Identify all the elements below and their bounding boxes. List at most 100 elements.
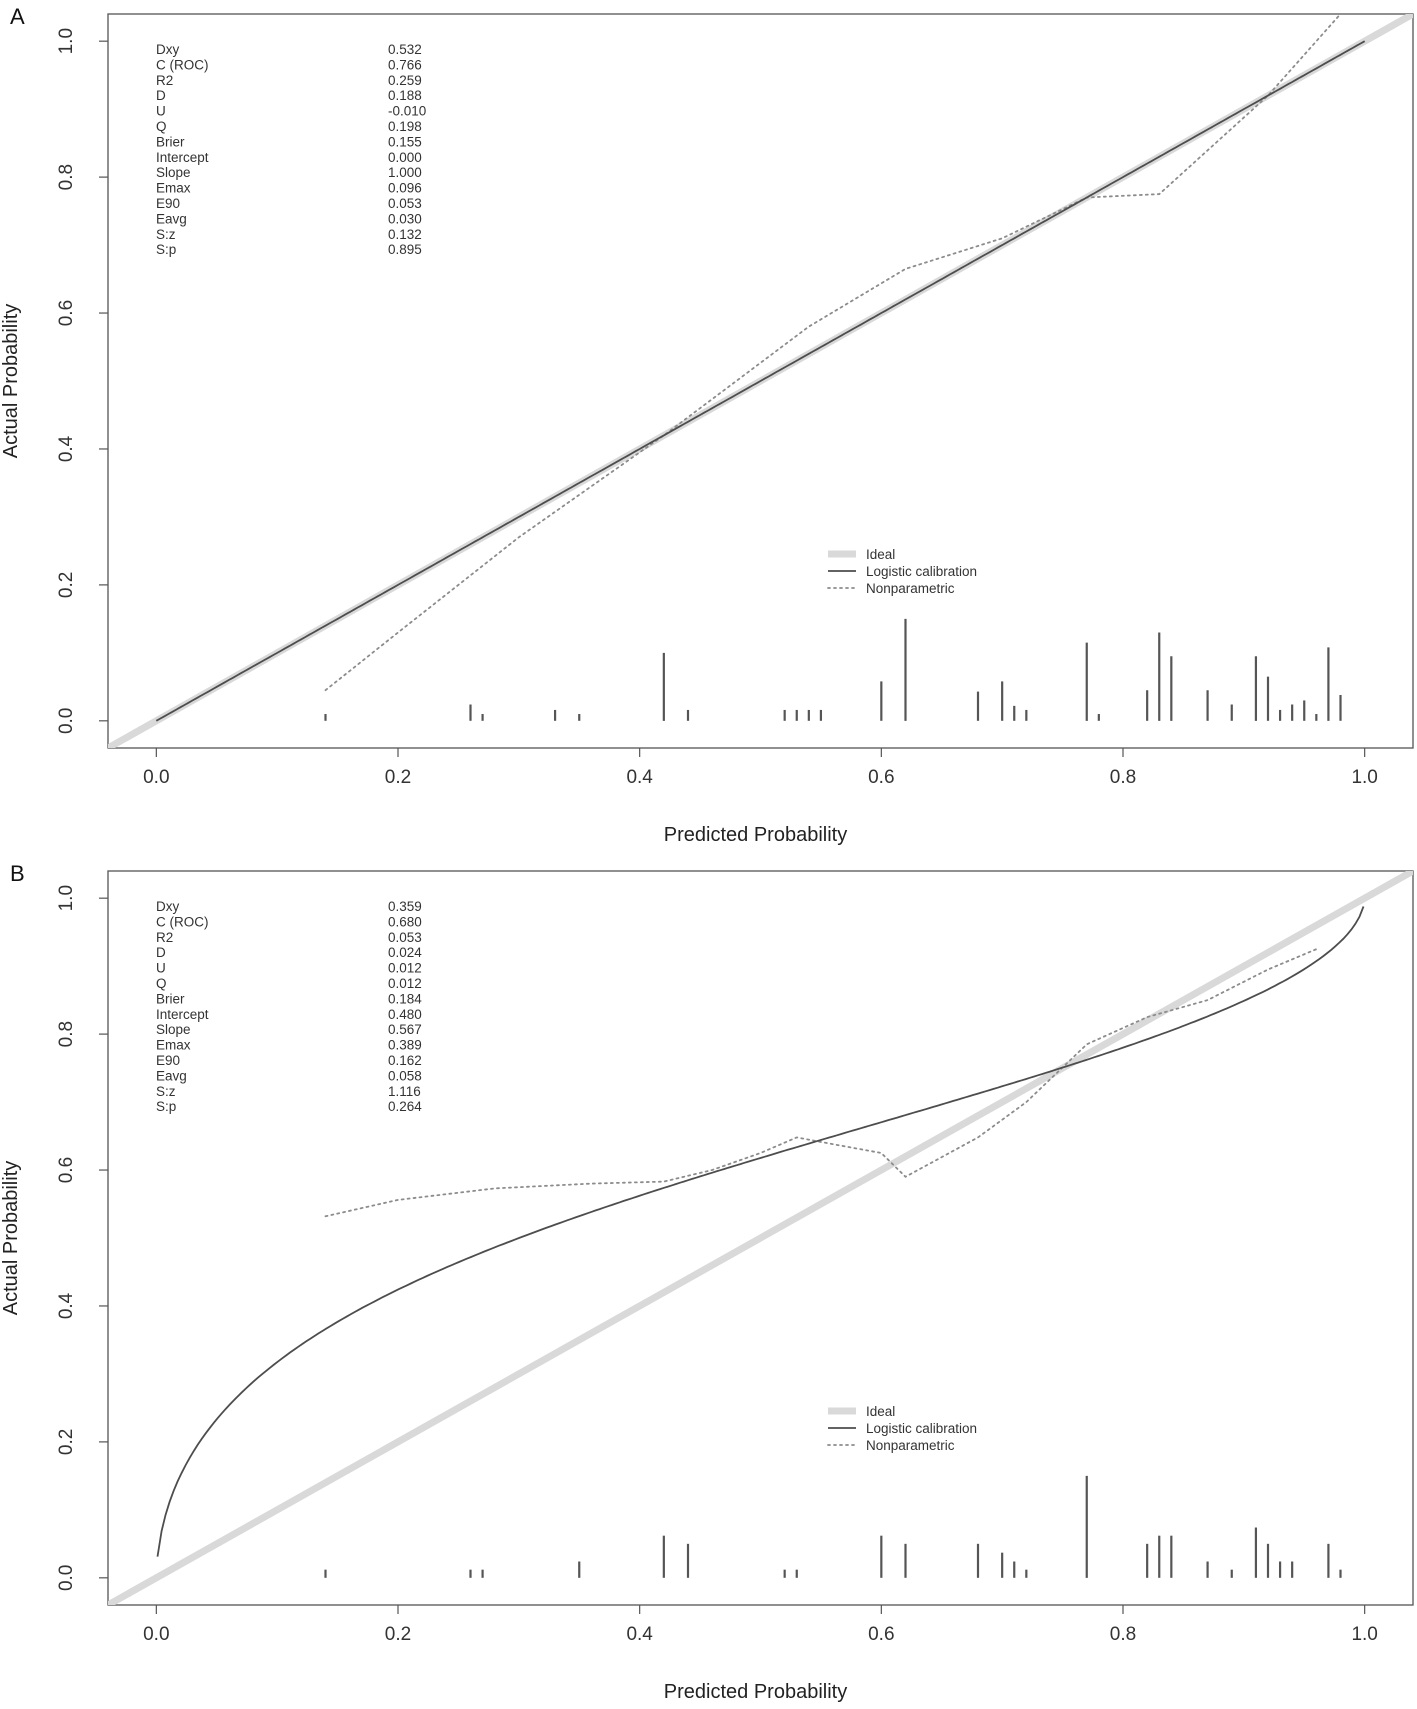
plot-frame-b (107, 870, 1414, 1606)
calibration-chart-b: B 0.0 0.2 0.4 0.6 0.8 1.0 0.0 0.2 0.4 0.6 0.8 1.0 Pr… (0, 861, 1414, 1703)
y-tick-label-b-5: 1.0 (56, 885, 77, 911)
stat-name-a-12: S:z (156, 227, 176, 242)
legend-label-b-2: Nonparametric (866, 1438, 955, 1453)
stat-value-b-13: 0.264 (388, 1099, 422, 1114)
x-tick-label-b-5: 1.0 (1351, 1624, 1377, 1645)
stat-name-a-5: Q (156, 119, 167, 134)
stat-name-b-13: S:p (156, 1099, 176, 1114)
stat-value-b-11: 0.058 (388, 1068, 422, 1083)
x-tick-label-a-1: 0.2 (385, 767, 411, 788)
stat-value-a-1: 0.766 (388, 57, 422, 72)
x-tick-label-b-0: 0.0 (143, 1624, 169, 1645)
stat-name-b-12: S:z (156, 1084, 176, 1099)
stat-name-a-9: Emax (156, 181, 191, 196)
stat-value-a-10: 0.053 (388, 196, 422, 211)
x-axis-title-a: Predicted Probability (664, 824, 847, 846)
stat-value-b-12: 1.116 (388, 1084, 421, 1099)
stat-name-b-11: Eavg (156, 1068, 187, 1083)
stat-value-a-12: 0.132 (388, 227, 422, 242)
stat-name-b-1: C (ROC) (156, 914, 209, 929)
plot-area-a: 0.0 0.2 0.4 0.6 0.8 1.0 0.0 0.2 0.4 0.6 0.8 1.0 Pred… (0, 13, 1414, 846)
stat-name-a-8: Slope (156, 165, 191, 180)
stat-name-b-0: Dxy (156, 899, 179, 914)
stat-name-a-3: D (156, 88, 166, 103)
stat-value-a-2: 0.259 (388, 73, 422, 88)
nonparametric-line-a (324, 14, 1342, 692)
x-tick-label-a-5: 1.0 (1351, 767, 1377, 788)
stat-name-b-10: E90 (156, 1053, 180, 1068)
x-tick-label-a-3: 0.6 (868, 767, 894, 788)
panel-letter-b: B (10, 861, 25, 886)
stat-value-a-4: -0.010 (388, 104, 426, 119)
calibration-panel-b: B 0.0 0.2 0.4 0.6 0.8 1.0 0.0 0.2 0.4 0.6 0.8 1.0 Pr… (0, 857, 1417, 1709)
logistic-calibration-line-a (155, 40, 1366, 722)
x-tick-label-a-4: 0.8 (1110, 767, 1136, 788)
legend-label-a-0: Ideal (866, 547, 895, 562)
x-tick-label-b-1: 0.2 (385, 1624, 411, 1645)
stat-name-a-13: S:p (156, 242, 176, 257)
y-tick-label-a-2: 0.4 (56, 435, 77, 462)
stat-name-b-3: D (156, 945, 166, 960)
stat-value-b-5: 0.012 (388, 976, 422, 991)
legend-label-a-1: Logistic calibration (866, 564, 977, 579)
y-tick-label-a-4: 0.8 (56, 164, 77, 190)
stat-name-b-6: Brier (156, 991, 185, 1006)
x-tick-label-b-3: 0.6 (868, 1624, 894, 1645)
x-tick-label-b-2: 0.4 (626, 1624, 653, 1645)
plot-series-a (108, 14, 1413, 748)
y-tick-label-b-0: 0.0 (56, 1565, 77, 1591)
y-tick-label-b-3: 0.6 (56, 1157, 77, 1183)
y-tick-label-b-2: 0.4 (56, 1292, 77, 1319)
calibration-chart-a: A 0.0 0.2 0.4 0.6 0.8 1.0 0.0 0.2 0.4 0.6 0.8 1.0 Pr… (0, 4, 1414, 846)
stat-value-a-6: 0.155 (388, 134, 422, 149)
y-tick-label-b-4: 0.8 (56, 1021, 77, 1047)
stat-value-a-13: 0.895 (388, 242, 422, 257)
y-axis-title-a: Actual Probability (0, 304, 22, 459)
stat-value-b-1: 0.680 (388, 914, 422, 929)
y-tick-label-a-3: 0.6 (56, 300, 77, 326)
stat-value-b-4: 0.012 (388, 961, 422, 976)
plot-frame-a (107, 13, 1414, 749)
y-tick-label-a-1: 0.2 (56, 572, 77, 598)
stat-value-b-2: 0.053 (388, 930, 422, 945)
x-axis-title-b: Predicted Probability (664, 1681, 847, 1703)
stat-value-a-9: 0.096 (388, 181, 422, 196)
stat-value-a-0: 0.532 (388, 42, 422, 57)
y-axis-title-b: Actual Probability (0, 1161, 22, 1316)
stat-name-a-11: Eavg (156, 211, 187, 226)
y-tick-label-a-5: 1.0 (56, 28, 77, 54)
stat-value-b-3: 0.024 (388, 945, 422, 960)
nonparametric-line-b (324, 948, 1318, 1218)
stat-name-a-4: U (156, 104, 166, 119)
stat-value-a-5: 0.198 (388, 119, 422, 134)
legend-label-b-0: Ideal (866, 1404, 895, 1419)
stat-name-a-6: Brier (156, 134, 185, 149)
stat-name-b-2: R2 (156, 930, 173, 945)
y-tick-label-a-0: 0.0 (56, 708, 77, 734)
x-tick-label-a-2: 0.4 (626, 767, 653, 788)
stat-name-b-9: Emax (156, 1038, 191, 1053)
stat-value-b-9: 0.389 (388, 1038, 422, 1053)
logistic-calibration-line-b (156, 906, 1365, 1557)
stat-value-b-8: 0.567 (388, 1022, 422, 1037)
stat-name-a-10: E90 (156, 196, 180, 211)
stat-name-b-4: U (156, 961, 166, 976)
stat-value-b-0: 0.359 (388, 899, 422, 914)
x-tick-label-b-4: 0.8 (1110, 1624, 1136, 1645)
stat-value-b-6: 0.184 (388, 991, 422, 1006)
legend-label-b-1: Logistic calibration (866, 1421, 977, 1436)
stat-name-b-7: Intercept (156, 1007, 209, 1022)
stat-name-a-2: R2 (156, 73, 173, 88)
stat-value-a-11: 0.030 (388, 211, 422, 226)
y-tick-label-b-1: 0.2 (56, 1429, 77, 1455)
stat-name-b-8: Slope (156, 1022, 191, 1037)
plot-series-b (108, 871, 1413, 1605)
stat-value-b-7: 0.480 (388, 1007, 422, 1022)
panel-letter-a: A (10, 4, 25, 29)
stat-name-b-5: Q (156, 976, 167, 991)
x-tick-label-a-0: 0.0 (143, 767, 169, 788)
stat-value-a-3: 0.188 (388, 88, 422, 103)
stat-name-a-0: Dxy (156, 42, 179, 57)
stat-value-b-10: 0.162 (388, 1053, 422, 1068)
stat-value-a-7: 0.000 (388, 150, 422, 165)
